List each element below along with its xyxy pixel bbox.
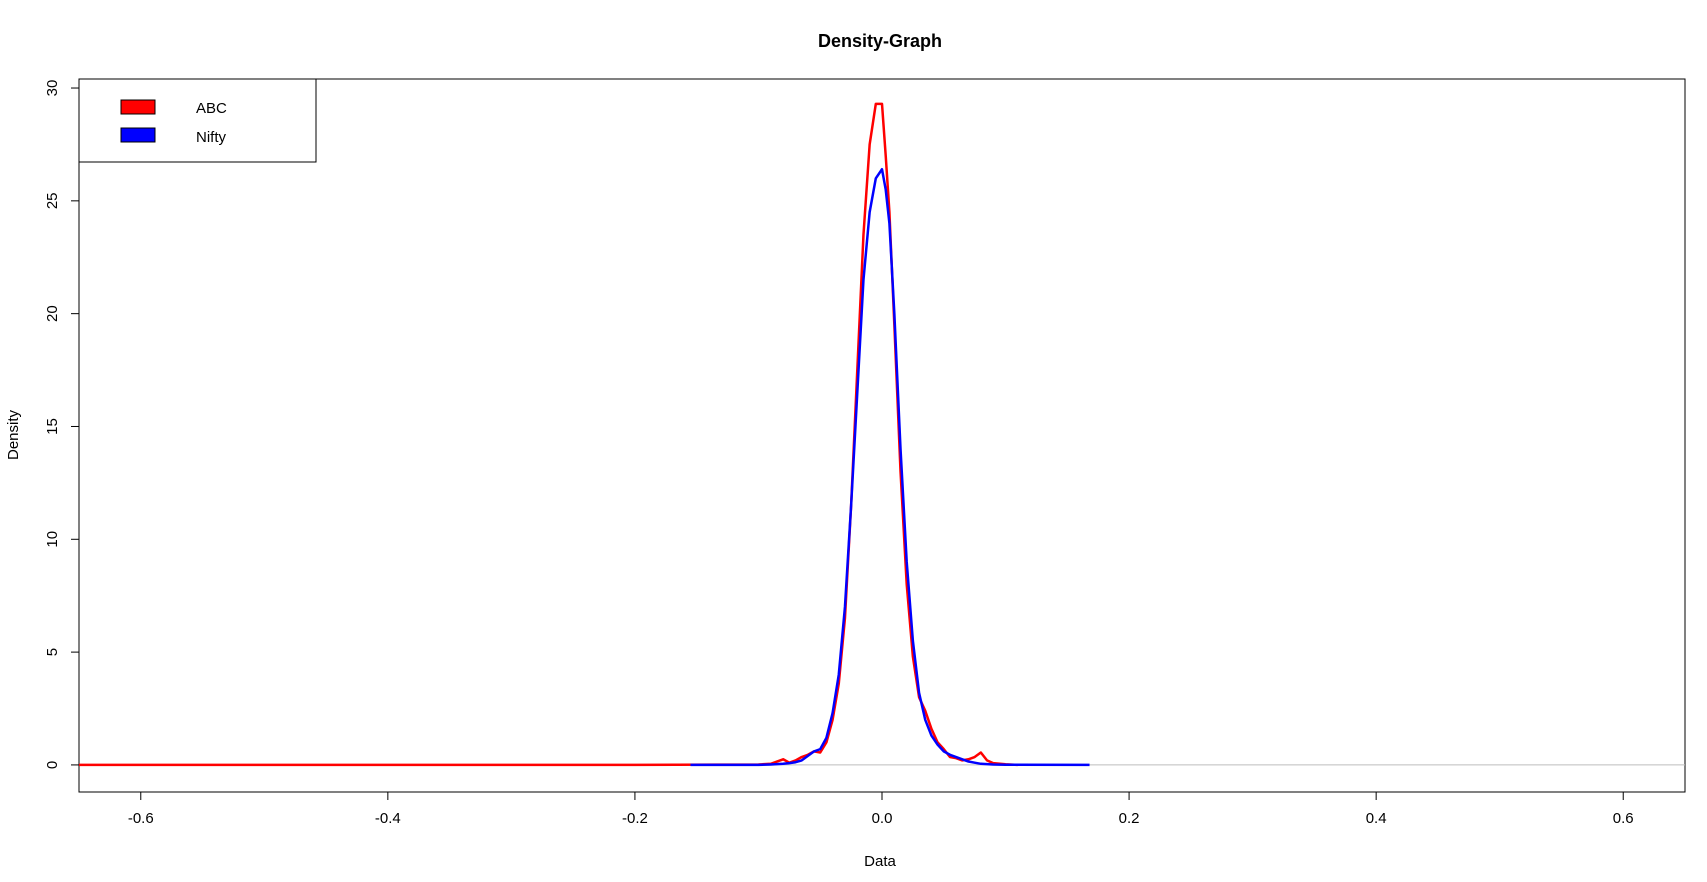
- legend-label-nifty: Nifty: [196, 129, 227, 146]
- x-tick-label: -0.6: [128, 810, 154, 827]
- series-line-nifty: [690, 168, 1090, 767]
- plot-frame: [78, 78, 1686, 793]
- y-tick-label: 0: [44, 761, 61, 769]
- legend-box: [78, 78, 317, 163]
- x-axis: -0.6 -0.4 -0.2 0.0 0.2 0.4 0.6: [128, 792, 1634, 827]
- legend-swatch-abc: [120, 99, 156, 115]
- y-tick-label: 15: [44, 418, 61, 435]
- y-tick-label: 25: [44, 192, 61, 209]
- x-tick-label: 0.6: [1613, 810, 1634, 827]
- chart-title: Density-Graph: [818, 31, 942, 51]
- y-axis: 0 5 10 15 20 25 30: [44, 80, 79, 769]
- legend: ABC Nifty: [78, 78, 317, 163]
- legend-swatch-nifty: [120, 127, 156, 143]
- x-tick-label: 0.2: [1119, 810, 1140, 827]
- y-tick-label: 5: [44, 648, 61, 656]
- x-tick-label: -0.4: [375, 810, 401, 827]
- y-tick-label: 30: [44, 80, 61, 97]
- x-axis-label: Data: [864, 853, 896, 870]
- x-tick-label: 0.4: [1366, 810, 1387, 827]
- series-layer: [79, 102, 1090, 767]
- series-line-abc: [79, 102, 1018, 767]
- y-axis-label: Density: [5, 409, 22, 460]
- x-tick-label: -0.2: [622, 810, 648, 827]
- y-tick-label: 20: [44, 305, 61, 322]
- legend-label-abc: ABC: [196, 100, 227, 117]
- y-tick-label: 10: [44, 531, 61, 548]
- x-tick-label: 0.0: [872, 810, 893, 827]
